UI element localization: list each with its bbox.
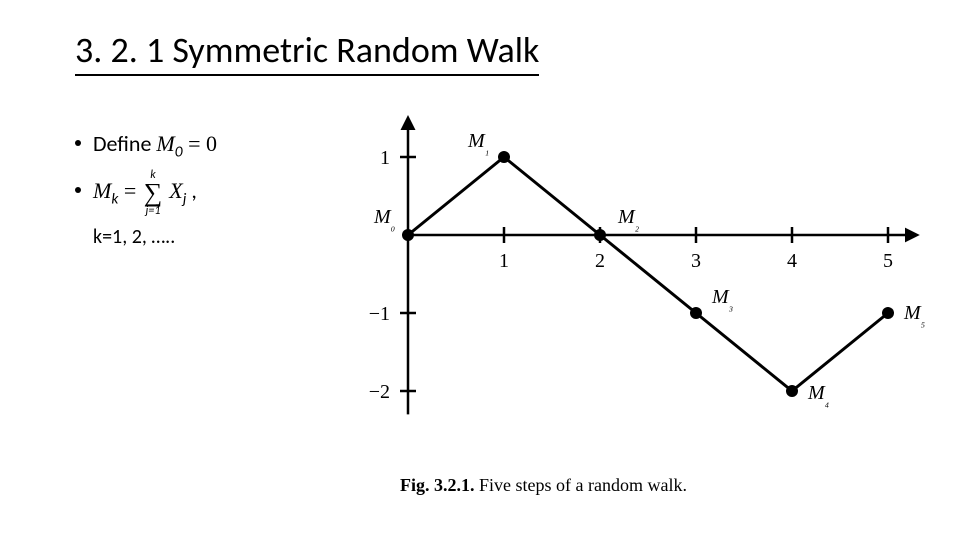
b1-sub: 0 <box>175 142 183 161</box>
svg-text:3: 3 <box>691 250 701 272</box>
svg-text:M₀: M₀ <box>373 206 395 232</box>
section-title: 3. 2. 1 Symmetric Random Walk <box>75 28 539 76</box>
b2-rhs: X <box>169 178 182 203</box>
caption-bold: Fig. 3.2.1. <box>400 475 475 495</box>
random-walk-chart: 1 2 3 4 5 1 −1 −2 M₀ M₁ M₂ M₃ M₄ M₅ <box>300 95 930 475</box>
sum-upper: k <box>150 168 155 182</box>
caption-rest: Five steps of a random walk. <box>475 475 687 495</box>
svg-text:−1: −1 <box>369 303 390 325</box>
svg-text:1: 1 <box>380 147 390 169</box>
bullet-2-text: Mk = ∑ k j=1 Xj , <box>93 177 197 208</box>
svg-text:M₅: M₅ <box>903 302 925 328</box>
b1-prefix: Define <box>93 130 156 157</box>
b2-eq: = <box>118 178 141 203</box>
bullet-2: Mk = ∑ k j=1 Xj , <box>75 177 217 208</box>
figure-caption: Fig. 3.2.1. Five steps of a random walk. <box>400 475 687 496</box>
svg-text:M₃: M₃ <box>711 286 733 312</box>
sum-symbol: ∑ <box>144 178 163 207</box>
sum-lower: j=1 <box>146 204 161 218</box>
bullet-1-text: Define M0 = 0 <box>93 130 217 161</box>
svg-text:4: 4 <box>787 250 797 272</box>
svg-text:5: 5 <box>883 250 893 272</box>
b2-lhs: M <box>93 178 111 203</box>
svg-text:−2: −2 <box>369 381 390 403</box>
b1-math: M <box>156 131 174 156</box>
svg-text:2: 2 <box>595 250 605 272</box>
svg-text:M₄: M₄ <box>807 382 830 408</box>
b1-eq: = 0 <box>183 131 217 156</box>
bullet-dot-icon <box>75 187 81 193</box>
bullet-dot-icon <box>75 140 81 146</box>
bullet-list: Define M0 = 0 Mk = ∑ k j=1 Xj , k=1, 2, … <box>75 130 217 249</box>
k-values: k=1, 2, ….. <box>93 225 217 249</box>
svg-text:M₁: M₁ <box>467 130 489 156</box>
bullet-1: Define M0 = 0 <box>75 130 217 161</box>
b2-tail: , <box>186 177 196 204</box>
svg-text:M₂: M₂ <box>617 206 640 232</box>
svg-text:1: 1 <box>499 250 509 272</box>
